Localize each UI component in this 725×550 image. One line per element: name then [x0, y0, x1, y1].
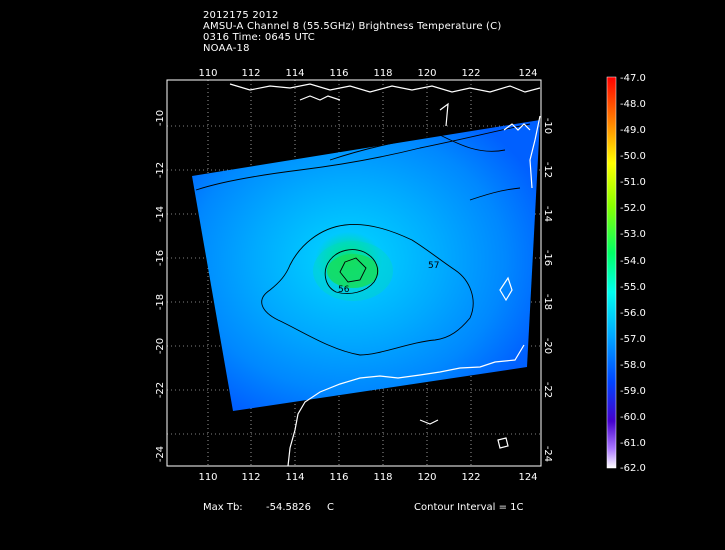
contour-label-57: 57: [428, 261, 439, 271]
max-tb-value: -54.5826: [266, 502, 311, 513]
lat-label-right: -12: [542, 162, 553, 178]
lon-label-bottom: 110: [198, 472, 217, 483]
colorbar: [606, 76, 617, 469]
max-tb-label: Max Tb:: [203, 502, 243, 513]
colorbar-label: -49.0: [620, 125, 646, 136]
lon-label-top: 116: [329, 68, 348, 79]
colorbar-label: -54.0: [620, 256, 646, 267]
colorbar-label: -53.0: [620, 229, 646, 240]
header-title: AMSU-A Channel 8 (55.5GHz) Brightness Te…: [203, 21, 502, 32]
max-tb-unit: C: [327, 502, 334, 513]
lon-label-top: 110: [198, 68, 217, 79]
lat-label-right: -10: [542, 118, 553, 134]
contour-label-56: 56: [338, 285, 350, 295]
lon-label-top: 112: [241, 68, 260, 79]
colorbar-label: -50.0: [620, 151, 646, 162]
contour-interval: Contour Interval = 1C: [414, 502, 524, 513]
lon-label-bottom: 112: [241, 472, 260, 483]
header-time: 0316 Time: 0645 UTC: [203, 32, 315, 43]
lat-label-right: -24: [542, 446, 553, 462]
colorbar-label: -52.0: [620, 203, 646, 214]
header-satellite: NOAA-18: [203, 43, 250, 54]
lat-label-left: -14: [155, 206, 166, 222]
lat-label-right: -14: [542, 206, 553, 222]
lon-label-bottom: 122: [461, 472, 480, 483]
lon-label-bottom: 120: [417, 472, 436, 483]
lat-label-left: -12: [155, 162, 166, 178]
colorbar-label: -62.0: [620, 463, 646, 474]
lat-label-right: -22: [542, 382, 553, 398]
lat-label-left: -20: [155, 338, 166, 354]
contours: [195, 123, 531, 356]
plot-header: 2012175 2012 AMSU-A Channel 8 (55.5GHz) …: [203, 10, 501, 54]
lat-label-left: -10: [155, 110, 166, 126]
warm-core: [327, 254, 379, 288]
colorbar-label: -61.0: [620, 438, 646, 449]
coastlines: [229, 83, 541, 467]
colorbar-label: -51.0: [620, 177, 646, 188]
lat-label-right: -20: [542, 338, 553, 354]
lon-label-top: 120: [417, 68, 436, 79]
lat-label-left: -18: [155, 294, 166, 310]
lat-label-left: -22: [155, 382, 166, 398]
colorbar-label: -57.0: [620, 334, 646, 345]
lon-label-bottom: 116: [329, 472, 348, 483]
lon-label-top: 124: [518, 68, 537, 79]
colorbar-label: -55.0: [620, 282, 646, 293]
lon-label-top: 122: [461, 68, 480, 79]
lat-label-left: -24: [155, 446, 166, 462]
lat-label-right: -16: [542, 250, 553, 266]
colorbar-label: -60.0: [620, 412, 646, 423]
lon-label-bottom: 124: [518, 472, 537, 483]
colorbar-label: -48.0: [620, 99, 646, 110]
colorbar-label: -56.0: [620, 308, 646, 319]
header-date: 2012175 2012: [203, 10, 279, 21]
lat-label-left: -16: [155, 250, 166, 266]
lon-label-top: 114: [285, 68, 304, 79]
colorbar-label: -47.0: [620, 73, 646, 84]
lon-label-bottom: 118: [373, 472, 392, 483]
colorbar-label: -59.0: [620, 386, 646, 397]
lat-label-right: -18: [542, 294, 553, 310]
colorbar-label: -58.0: [620, 360, 646, 371]
lon-label-top: 118: [373, 68, 392, 79]
lon-label-bottom: 114: [285, 472, 304, 483]
